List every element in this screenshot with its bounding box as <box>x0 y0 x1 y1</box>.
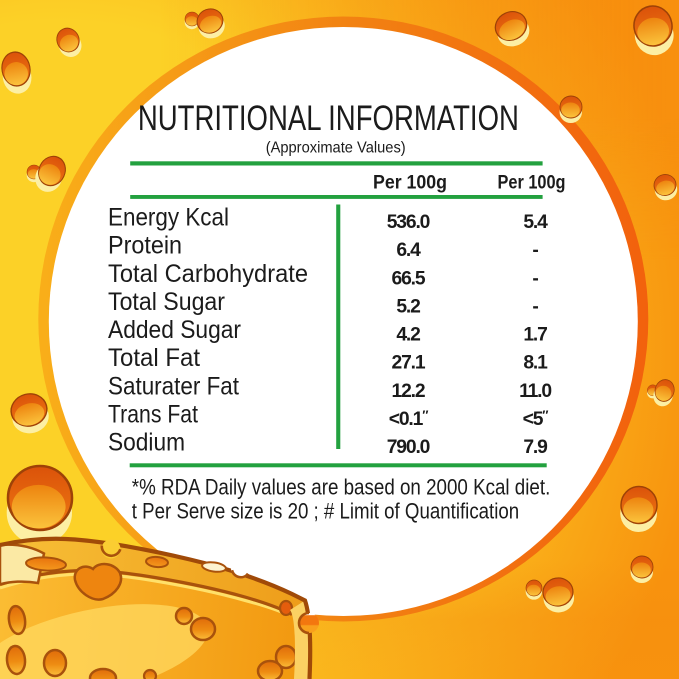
svg-text:790.0: 790.0 <box>387 437 430 458</box>
svg-text:Total Carbohydrate: Total Carbohydrate <box>108 261 308 288</box>
svg-text:Total Fat: Total Fat <box>108 345 200 372</box>
svg-text:8.1: 8.1 <box>523 353 548 374</box>
svg-text:Total Sugar: Total Sugar <box>108 289 225 316</box>
svg-text:NUTRITIONAL INFORMATION: NUTRITIONAL INFORMATION <box>138 98 519 138</box>
svg-text:12.2: 12.2 <box>392 381 425 402</box>
svg-text:27.1: 27.1 <box>392 353 426 374</box>
svg-text:(Approximate Values): (Approximate Values) <box>266 140 406 157</box>
svg-text:5.4: 5.4 <box>523 212 548 233</box>
svg-text:5.2: 5.2 <box>396 296 420 317</box>
svg-text:6.4: 6.4 <box>396 240 421 261</box>
svg-text:4.2: 4.2 <box>396 325 420 346</box>
svg-text:Saturater Fat: Saturater Fat <box>108 373 239 400</box>
svg-text:Added Sugar: Added Sugar <box>108 317 241 344</box>
svg-text:11.0: 11.0 <box>519 381 551 402</box>
svg-text:7.9: 7.9 <box>523 437 547 458</box>
svg-text:-: - <box>532 268 538 289</box>
svg-text:Energy Kcal: Energy Kcal <box>108 205 229 232</box>
svg-text:66.5: 66.5 <box>392 268 426 289</box>
svg-text:Per 100g: Per 100g <box>373 173 447 194</box>
svg-text:t Per Serve size is 20 ; # Lim: t Per Serve size is 20 ; # Limit of Quan… <box>132 499 519 524</box>
svg-text:1.7: 1.7 <box>523 325 547 346</box>
svg-text:Protein: Protein <box>108 233 182 260</box>
svg-text:-: - <box>532 296 538 317</box>
svg-text:-: - <box>532 240 538 261</box>
svg-text:*% RDA Daily values are based: *% RDA Daily values are based on 2000 Kc… <box>132 475 551 500</box>
svg-text:Sodium: Sodium <box>108 430 185 457</box>
svg-text:Trans Fat: Trans Fat <box>108 402 198 429</box>
svg-text:Per 100g: Per 100g <box>498 173 566 194</box>
svg-text:536.0: 536.0 <box>387 212 430 233</box>
svg-text:<0.1″: <0.1″ <box>389 408 428 431</box>
